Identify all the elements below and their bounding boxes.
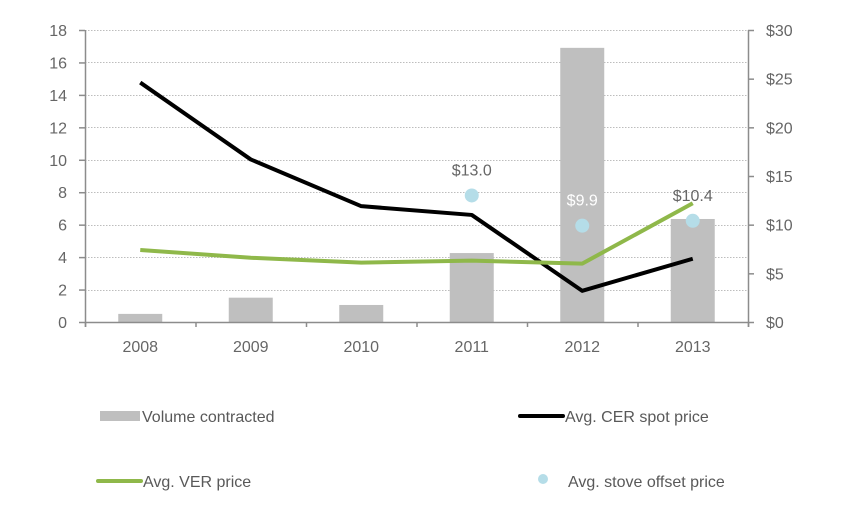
left-axis-tick-label: 2 [58,283,67,300]
right-axis-tick-label: $10 [766,218,793,235]
left-axis-tick-label: 10 [49,153,67,170]
left-axis-tick-label: 0 [58,315,67,332]
legend-swatch-volume-contracted [100,411,140,421]
x-axis-tick-label: 2011 [455,339,490,356]
bar-volume-contracted [560,47,605,322]
line-avg-cer-spot-price [139,80,694,293]
bars [118,47,715,322]
data-label-stove-offset-price: $9.9 [567,193,598,210]
right-axis-tick-label: $0 [766,315,784,332]
x-axis-tick-label: 2008 [122,339,158,356]
legend-label: Avg. CER spot price [565,409,709,426]
marker-stove-offset-price [685,213,700,228]
x-axis-tick-label: 2012 [564,339,600,356]
right-axis-tick-label: $5 [766,266,784,283]
bar-volume-contracted [449,253,494,322]
line-avg-ver-price [140,201,694,266]
legend-label: Avg. VER price [143,474,251,491]
x-axis-tick-label: 2010 [343,339,379,356]
x-axis-tick-label: 2009 [233,339,269,356]
legend: Volume contracted Avg. CER spot price Avg.… [96,409,725,491]
left-axis-tick-label: 6 [58,218,67,235]
right-axis-tick-label: $30 [766,23,793,40]
right-axis-tick-label: $25 [766,72,793,89]
data-label-stove-offset-price: $10.4 [673,188,713,205]
left-axis-tick-label: 16 [49,55,67,72]
bar-volume-contracted [118,313,163,322]
bar-volume-contracted [670,218,715,322]
gridlines [85,30,748,291]
legend-swatch-marker [538,474,548,484]
marker-stove-offset-price [575,218,590,233]
right-axis-tick-label: $20 [766,120,793,137]
left-axis-tick-label: 8 [58,185,67,202]
bar-volume-contracted [339,304,384,322]
left-axis-tick-label: 4 [58,250,67,267]
x-axis-tick-label: 2013 [675,339,711,356]
marker-stove-offset-price [464,188,479,203]
markers: $13.0 $9.9 $10.4 [452,162,713,233]
right-axis-tick-label: $15 [766,169,793,186]
axes: 0 2 4 6 8 10 12 14 16 18 $0 $5 $10 $15 $20 $25 $30 2008 20… [49,23,793,356]
lines [139,80,694,293]
left-axis-tick-label: 14 [49,88,67,105]
bar-volume-contracted [228,297,273,322]
left-axis-tick-label: 18 [49,23,67,40]
legend-label: Avg. stove offset price [568,474,725,491]
legend-label: Volume contracted [142,409,275,426]
left-axis-tick-label: 12 [49,120,67,137]
data-label-stove-offset-price: $13.0 [452,162,492,179]
